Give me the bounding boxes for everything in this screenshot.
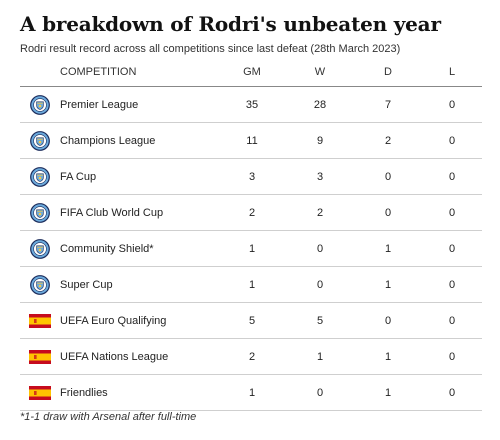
- draws-column-header: D: [354, 58, 422, 87]
- table-row: Community Shield* 1 0 1 0: [20, 230, 482, 267]
- table-header-row: COMPETITION GM W D L: [20, 58, 482, 87]
- draws-cell: 1: [354, 266, 422, 303]
- draws-cell: 0: [354, 194, 422, 231]
- results-table: COMPETITION GM W D L Premier League 35 28 7…: [20, 58, 482, 411]
- competition-cell: Community Shield*: [60, 230, 218, 267]
- table-row: Super Cup 1 0 1 0: [20, 266, 482, 303]
- losses-cell: 0: [422, 230, 482, 267]
- games-cell: 11: [218, 122, 286, 159]
- competition-cell: Premier League: [60, 86, 218, 123]
- games-cell: 5: [218, 302, 286, 339]
- footnote: *1-1 draw with Arsenal after full-time: [20, 411, 197, 423]
- games-cell: 1: [218, 266, 286, 303]
- page-subtitle: Rodri result record across all competiti…: [20, 43, 401, 55]
- competition-cell: UEFA Euro Qualifying: [60, 302, 218, 339]
- manchester-city-crest-icon: [20, 158, 60, 195]
- spain-flag-icon: [20, 374, 60, 411]
- manchester-city-crest-icon: [20, 266, 60, 303]
- wins-cell: 0: [286, 374, 354, 411]
- table-row: Friendlies 1 0 1 0: [20, 374, 482, 411]
- losses-cell: 0: [422, 158, 482, 195]
- competition-cell: Super Cup: [60, 266, 218, 303]
- manchester-city-crest-icon: [20, 122, 60, 159]
- draws-cell: 1: [354, 230, 422, 267]
- table-row: FIFA Club World Cup 2 2 0 0: [20, 194, 482, 231]
- spain-flag-icon: [20, 338, 60, 375]
- games-cell: 1: [218, 374, 286, 411]
- wins-cell: 0: [286, 266, 354, 303]
- wins-cell: 9: [286, 122, 354, 159]
- table-row: Champions League 11 9 2 0: [20, 122, 482, 159]
- page-title: A breakdown of Rodri's unbeaten year: [20, 12, 441, 36]
- competition-cell: FA Cup: [60, 158, 218, 195]
- games-cell: 2: [218, 194, 286, 231]
- manchester-city-crest-icon: [20, 230, 60, 267]
- draws-cell: 0: [354, 158, 422, 195]
- draws-cell: 0: [354, 302, 422, 339]
- competition-cell: FIFA Club World Cup: [60, 194, 218, 231]
- wins-cell: 28: [286, 86, 354, 123]
- competition-cell: Champions League: [60, 122, 218, 159]
- draws-cell: 1: [354, 338, 422, 375]
- table-row: UEFA Euro Qualifying 5 5 0 0: [20, 302, 482, 339]
- losses-column-header: L: [422, 58, 482, 87]
- games-cell: 1: [218, 230, 286, 267]
- spain-flag-icon: [20, 302, 60, 339]
- table-row: Premier League 35 28 7 0: [20, 86, 482, 123]
- draws-cell: 7: [354, 86, 422, 123]
- manchester-city-crest-icon: [20, 86, 60, 123]
- games-cell: 2: [218, 338, 286, 375]
- draws-cell: 1: [354, 374, 422, 411]
- games-column-header: GM: [218, 58, 286, 87]
- losses-cell: 0: [422, 302, 482, 339]
- losses-cell: 0: [422, 266, 482, 303]
- table-row: FA Cup 3 3 0 0: [20, 158, 482, 195]
- competition-column-header: COMPETITION: [60, 58, 218, 87]
- losses-cell: 0: [422, 338, 482, 375]
- competition-cell: UEFA Nations League: [60, 338, 218, 375]
- wins-cell: 0: [286, 230, 354, 267]
- manchester-city-crest-icon: [20, 194, 60, 231]
- games-cell: 35: [218, 86, 286, 123]
- draws-cell: 2: [354, 122, 422, 159]
- wins-cell: 2: [286, 194, 354, 231]
- wins-column-header: W: [286, 58, 354, 87]
- losses-cell: 0: [422, 374, 482, 411]
- table-row: UEFA Nations League 2 1 1 0: [20, 338, 482, 375]
- losses-cell: 0: [422, 194, 482, 231]
- wins-cell: 3: [286, 158, 354, 195]
- losses-cell: 0: [422, 122, 482, 159]
- losses-cell: 0: [422, 86, 482, 123]
- games-cell: 3: [218, 158, 286, 195]
- competition-cell: Friendlies: [60, 374, 218, 411]
- wins-cell: 5: [286, 302, 354, 339]
- wins-cell: 1: [286, 338, 354, 375]
- icon-column-header: [20, 58, 60, 87]
